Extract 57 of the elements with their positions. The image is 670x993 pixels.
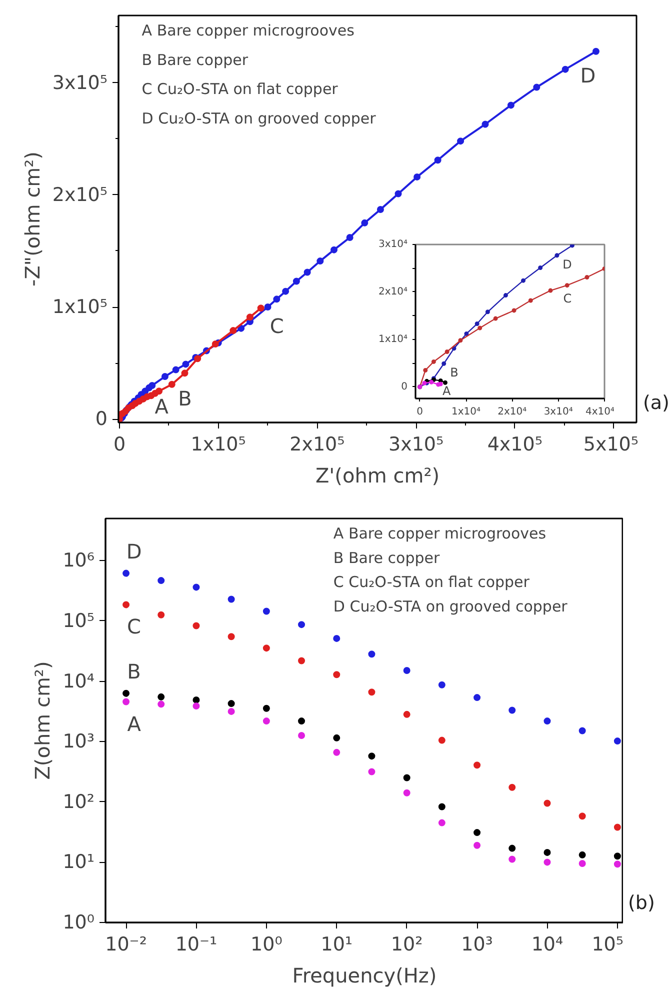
series-label: C	[127, 614, 142, 639]
x-tick-label: 2x10⁴	[498, 406, 527, 418]
y-tick-label: 10³	[62, 730, 95, 753]
series-label: A	[127, 712, 142, 736]
y-tick-label: 3x10⁵	[52, 72, 108, 94]
text: (a)	[643, 391, 670, 416]
series-label: B	[450, 366, 458, 380]
x-tick-label: 2x10⁵	[290, 434, 345, 456]
series-label: D	[580, 63, 596, 88]
y-tick-label: 10⁶	[62, 550, 95, 572]
x-tick-label: 10⁴	[531, 934, 564, 956]
y-tick-label: 1x10⁴	[378, 334, 408, 345]
y-tick-label: 2x10⁴	[378, 286, 408, 298]
x-tick-label: 1x10⁵	[190, 434, 246, 456]
y-tick-label: 1x10⁵	[52, 296, 108, 318]
y-tick-label: 3x10⁴	[378, 239, 408, 250]
series-label: A	[442, 384, 452, 398]
annotation: D Cu₂O-STA on grooved copper	[142, 110, 377, 128]
y-tick-label: 10⁰	[62, 912, 95, 934]
y-tick-label: 2x10⁵	[52, 184, 108, 206]
x-tick-label: 4x10⁴	[585, 406, 614, 418]
x-tick-label: 10⁻¹	[175, 934, 218, 956]
x-tick-label: 10⁵	[592, 934, 624, 956]
x-tick-label: 0	[113, 434, 126, 456]
x-tick-label: 3x10⁴	[544, 406, 573, 418]
x-tick-label: 1x10⁴	[452, 406, 481, 418]
annotation: C Cu₂O-STA on flat copper	[142, 80, 339, 98]
y-tick-label: 10²	[62, 790, 95, 813]
annotation: A Bare copper microgrooves	[333, 524, 546, 543]
y-axis-title: Z(ohm cm²)	[30, 661, 55, 780]
annotation: D Cu₂O-STA on grooved copper	[333, 597, 568, 616]
y-tick-label: 0	[401, 381, 408, 392]
x-tick-label: 4x10⁵	[487, 434, 542, 456]
series-label: C	[270, 314, 284, 338]
y-tick-label: 10⁵	[62, 610, 95, 632]
x-tick-label: 10⁻²	[105, 934, 147, 956]
annotation: C Cu₂O-STA on flat copper	[333, 573, 530, 592]
annotation: B Bare copper	[142, 50, 249, 69]
x-axis-title: Frequency(Hz)	[292, 964, 437, 988]
annotation: A Bare copper microgrooves	[142, 22, 355, 40]
x-tick-label: 10⁰	[250, 934, 282, 956]
y-tick-label: 10⁴	[62, 670, 95, 692]
annotation: B Bare copper	[333, 548, 440, 567]
annotation: B	[178, 386, 192, 410]
x-tick-label: 0	[416, 406, 424, 418]
y-axis-title: -Z"(ohm cm²)	[20, 152, 44, 286]
x-axis-title: Z'(ohm cm²)	[315, 464, 440, 488]
annotation: A	[154, 394, 169, 418]
x-tick-label: 5x10⁵	[583, 434, 639, 456]
y-tick-label: 10¹	[62, 851, 95, 874]
text: (b)	[628, 891, 655, 916]
x-tick-label: 10¹	[320, 934, 353, 956]
series-label: D	[562, 257, 572, 272]
series-label: D	[126, 539, 142, 564]
series-label: B	[127, 659, 141, 684]
series-label: C	[563, 292, 572, 306]
x-tick-label: 10³	[461, 934, 493, 956]
